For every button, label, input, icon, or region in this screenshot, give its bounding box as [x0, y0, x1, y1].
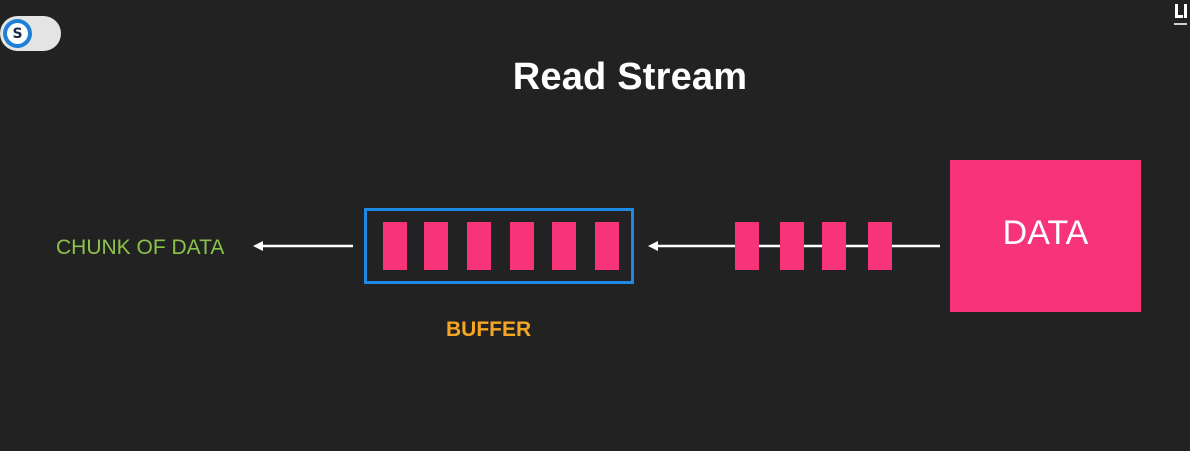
incoming-chunk [868, 222, 892, 270]
buffer-box [364, 208, 634, 284]
incoming-chunk [735, 222, 759, 270]
buffer-chunk [552, 222, 576, 270]
incoming-chunk [822, 222, 846, 270]
buffer-chunk [467, 222, 491, 270]
buffer-chunk [383, 222, 407, 270]
incoming-arrow-head [648, 241, 658, 251]
s-logo-icon: S [3, 19, 32, 48]
watermark-logo-icon [1174, 4, 1187, 25]
chunk-of-data-label: CHUNK OF DATA [56, 236, 225, 259]
badge-letter: S [7, 23, 28, 44]
diagram-title: Read Stream [512, 56, 748, 98]
buffer-chunk [510, 222, 534, 270]
incoming-chunk [780, 222, 804, 270]
toggle-switch[interactable]: S [0, 16, 61, 51]
buffer-chunk [595, 222, 619, 270]
data-label: DATA [1002, 213, 1089, 252]
data-source-box: DATA [950, 160, 1141, 312]
outgoing-arrow-head [253, 241, 263, 251]
buffer-chunk [424, 222, 448, 270]
buffer-label: BUFFER [446, 318, 532, 341]
